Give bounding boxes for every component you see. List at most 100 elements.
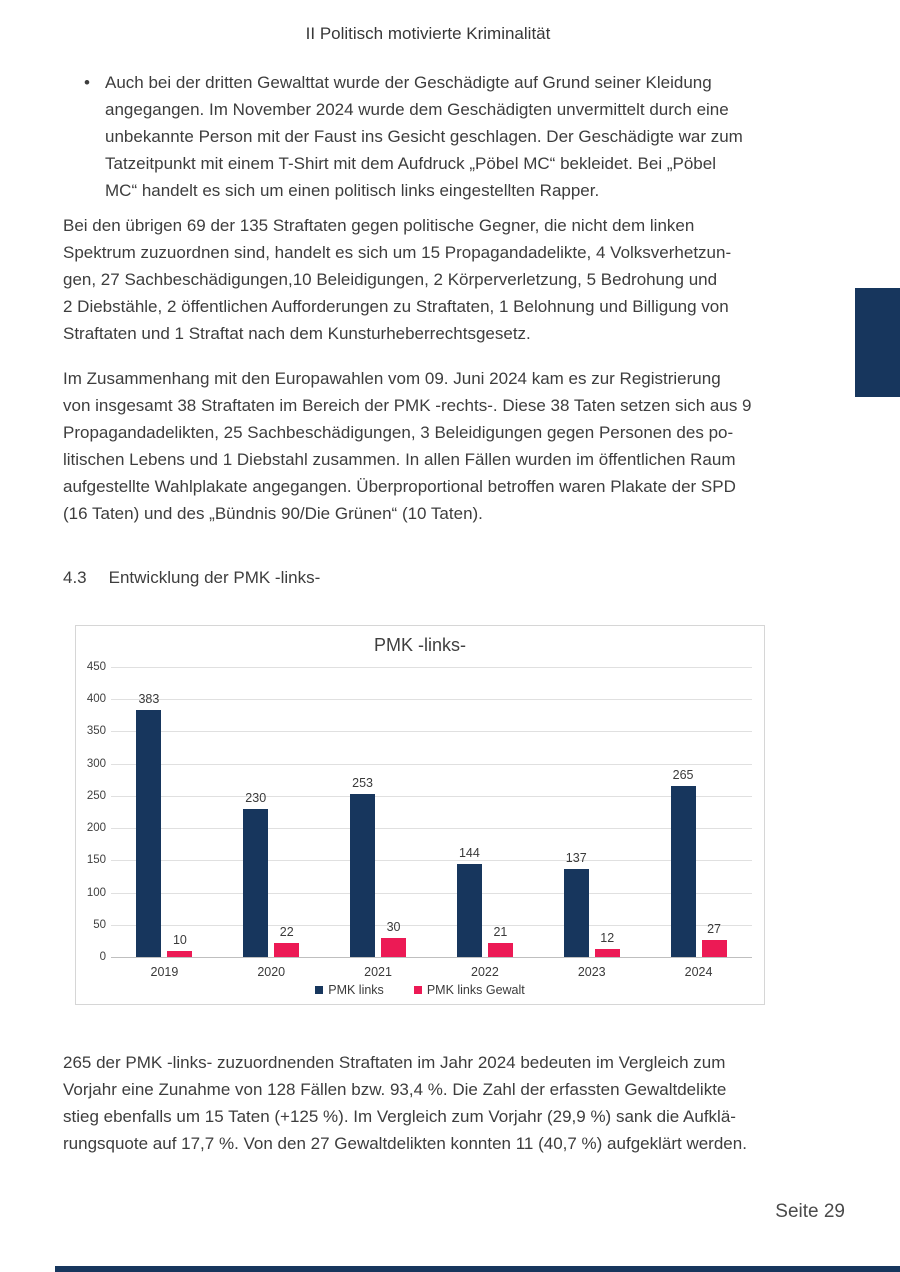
text-line: Propagandadelikten, 25 Sachbeschädigunge… (63, 423, 734, 442)
section-heading: 4.3 Entwicklung der PMK -links- (63, 568, 320, 588)
bar-2023 (563, 868, 589, 957)
text-line: Straftaten und 1 Straftat nach dem Kunst… (63, 324, 531, 343)
legend-swatch (413, 986, 422, 994)
x-tick-label: 2023 (577, 965, 606, 979)
bar-2024 (701, 939, 727, 957)
gridline (111, 924, 752, 926)
paragraph-statistics-summary: 265 der PMK -links- zuzuordnenden Straft… (63, 1049, 853, 1157)
x-tick-label: 2020 (257, 965, 286, 979)
y-tick-label: 150 (86, 854, 106, 867)
legend-item: PMK links (315, 983, 384, 997)
text-line: MC“ handelt es sich um einen politisch l… (105, 181, 600, 200)
bar-group: 253 30 (325, 667, 432, 957)
y-tick-label: 300 (86, 757, 106, 770)
paragraph-european-elections: Im Zusammenhang mit den Europawahlen vom… (63, 365, 853, 527)
text-line: Spektrum zuzuordnen sind, handelt es sic… (63, 243, 732, 262)
bar-wrap: 27 (701, 922, 727, 957)
bar-group: 137 12 (538, 667, 645, 957)
bar-value-label: 265 (672, 768, 694, 783)
bar-2022 (456, 864, 482, 957)
text-line: Vorjahr eine Zunahme von 128 Fällen bzw.… (63, 1080, 727, 1099)
bullet-item-text: Auch bei der dritten Gewalttat wurde der… (105, 69, 743, 204)
text-line: Auch bei der dritten Gewalttat wurde der… (105, 73, 712, 92)
text-line: (16 Taten) und des „Bündnis 90/Die Grüne… (63, 504, 483, 523)
section-number: 4.3 (63, 568, 87, 587)
bar-value-label: 230 (245, 790, 267, 805)
gridline (111, 892, 752, 894)
gridline (111, 828, 752, 830)
legend-label: PMK links (328, 983, 384, 997)
bar-wrap: 12 (594, 931, 620, 957)
y-tick-label: 400 (86, 693, 106, 706)
bar-wrap: 230 (243, 791, 269, 957)
x-tick-label: 2019 (150, 965, 179, 979)
chapter-side-tab (855, 288, 900, 397)
text-line: 265 der PMK -links- zuzuordnenden Straft… (63, 1053, 726, 1072)
gridline (111, 667, 752, 668)
bar-value-label: 137 (565, 850, 587, 865)
bar-2021 (350, 793, 376, 957)
bar-wrap: 137 (563, 851, 589, 957)
y-tick-label: 250 (86, 789, 106, 802)
text-line: stieg ebenfalls um 15 Taten (+125 %). Im… (63, 1107, 736, 1126)
bar-group: 383 10 (111, 667, 218, 957)
bar-2021 (381, 937, 407, 957)
bar-2020 (274, 942, 300, 957)
legend-item: PMK links Gewalt (413, 983, 525, 997)
bar-group: 230 22 (218, 667, 325, 957)
legend-swatch (315, 986, 324, 994)
bullet-marker: • (84, 73, 90, 92)
bar-value-label: 30 (386, 919, 401, 934)
bar-chart: PMK -links- 383 10 230 22 253 30 144 21 137 12 265… (75, 625, 765, 1005)
bar-2022 (487, 943, 513, 957)
gridline (111, 763, 752, 765)
text-line: litischen Lebens und 1 Diebstahl zusamme… (63, 450, 736, 469)
gridline (111, 795, 752, 797)
bar-value-label: 21 (493, 925, 508, 940)
bar-value-label: 144 (458, 846, 480, 861)
chart-plot-area: 383 10 230 22 253 30 144 21 137 12 265 27 (111, 667, 752, 958)
text-line: unbekannte Person mit der Faust ins Gesi… (105, 127, 743, 146)
text-line: von insgesamt 38 Straftaten im Bereich d… (63, 396, 752, 415)
legend-label: PMK links Gewalt (426, 983, 525, 997)
y-tick-label: 450 (86, 661, 106, 673)
x-tick-label: 2021 (364, 965, 392, 979)
x-tick-label: 2022 (471, 965, 499, 979)
bar-wrap: 265 (670, 768, 696, 957)
bar-2019 (136, 710, 162, 957)
bar-value-label: 383 (138, 692, 160, 707)
text-line: 2 Diebstähle, 2 öffentlichen Aufforderun… (63, 297, 729, 316)
bar-wrap: 21 (487, 925, 513, 957)
text-line: gen, 27 Sachbeschädigungen,10 Beleidigun… (63, 270, 718, 289)
text-line: Tatzeitpunkt mit einem T-Shirt mit dem A… (105, 154, 716, 173)
bar-value-label: 12 (600, 931, 615, 946)
footer-rule (55, 1266, 900, 1272)
chart-title: PMK -links- (373, 635, 466, 655)
bar-wrap: 10 (167, 933, 193, 957)
bar-wrap: 383 (136, 692, 162, 957)
y-tick-label: 200 (86, 822, 106, 835)
page-number-label: Seite 29 (775, 1201, 845, 1222)
text-line: angegangen. Im November 2024 wurde dem G… (105, 100, 729, 119)
bar-group: 265 27 (645, 667, 752, 957)
bar-2023 (594, 949, 620, 957)
gridline (111, 731, 752, 733)
bar-2020 (243, 808, 269, 957)
x-axis-line (111, 957, 752, 958)
bullet-list-item: • Auch bei der dritten Gewalttat wurde d… (63, 69, 853, 204)
bar-wrap: 253 (350, 776, 376, 957)
page-header-title: II Politisch motivierte Kriminalität (305, 24, 551, 43)
bar-value-label: 10 (172, 932, 187, 947)
bar-value-label: 22 (279, 924, 294, 939)
text-line: Bei den übrigen 69 der 135 Straftaten ge… (63, 216, 695, 235)
bar-group: 144 21 (432, 667, 539, 957)
y-tick-label: 0 (99, 951, 106, 963)
text-line: rungsquote auf 17,7 %. Von den 27 Gewalt… (63, 1134, 747, 1153)
y-tick-label: 100 (86, 886, 106, 899)
x-tick-label: 2024 (684, 965, 713, 979)
bar-value-label: 253 (352, 775, 373, 790)
chart-legend: PMK links PMK links Gewalt (76, 983, 764, 997)
paragraph-other-offenses: Bei den übrigen 69 der 135 Straftaten ge… (63, 212, 853, 347)
bar-2024 (670, 786, 696, 957)
